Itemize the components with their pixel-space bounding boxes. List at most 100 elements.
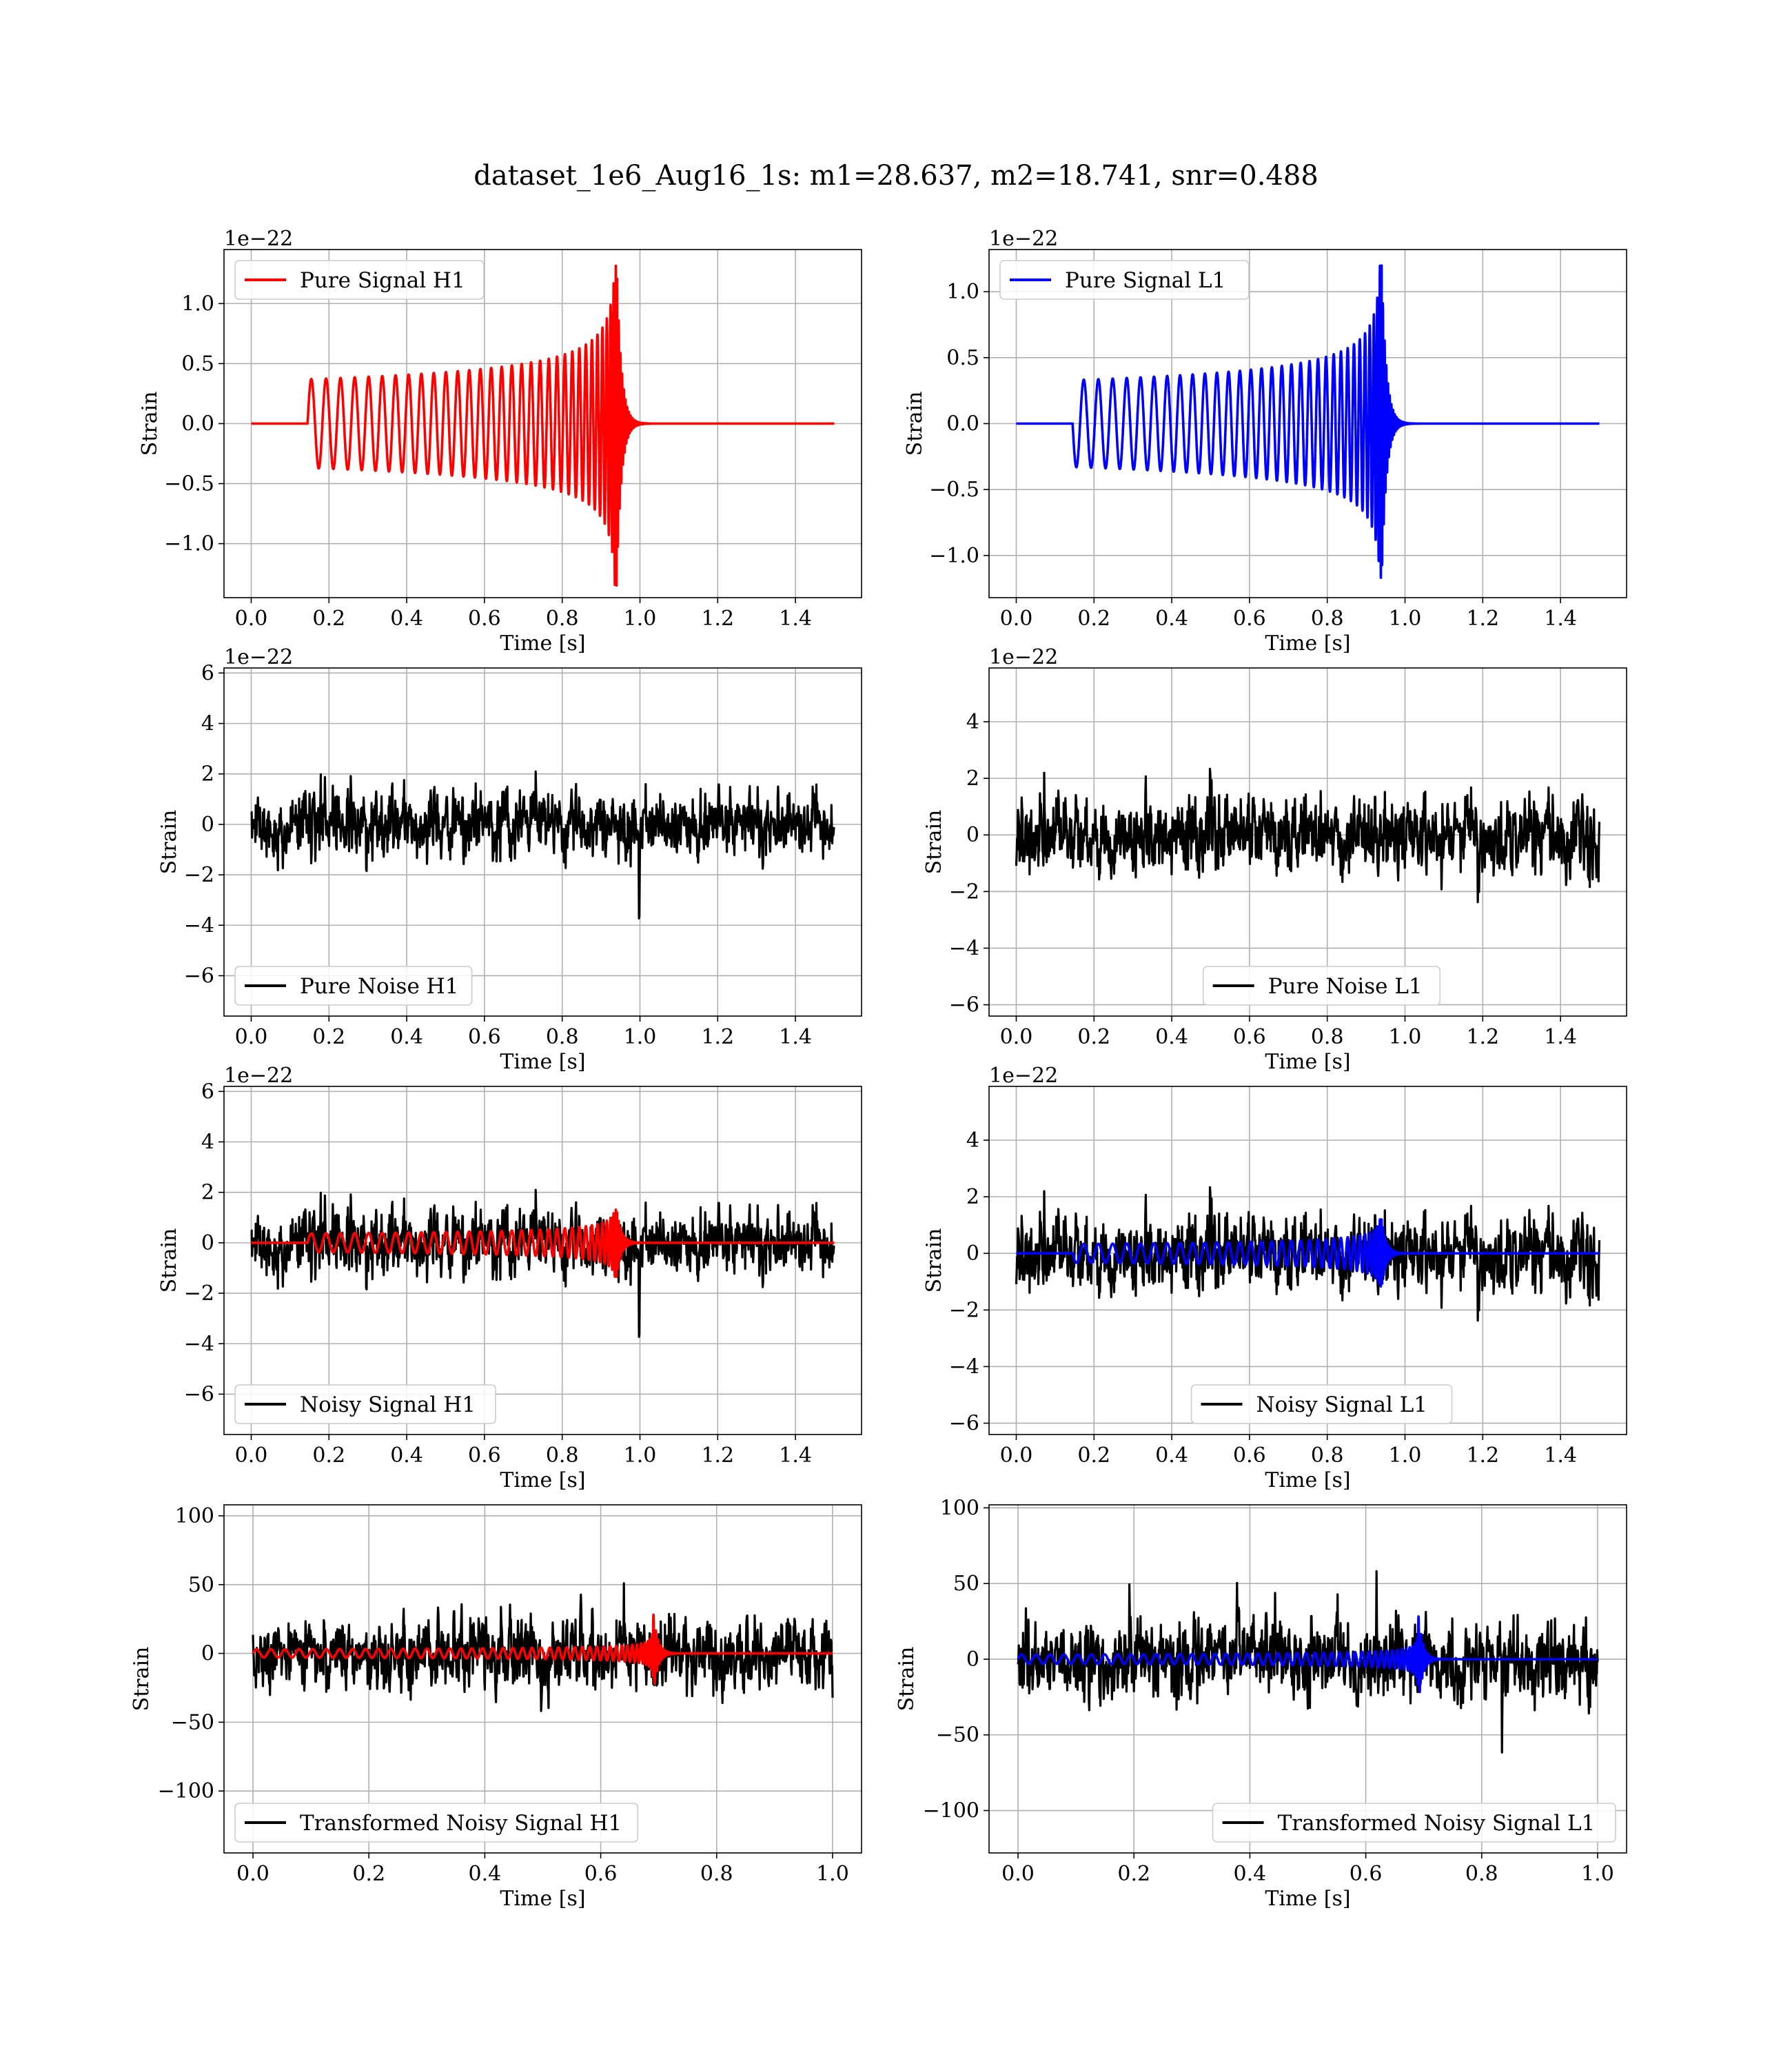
- legend-box: [999, 260, 1250, 300]
- x-tick-label: 1.0: [816, 1862, 849, 1886]
- y-tick-label: −1.0: [164, 532, 214, 556]
- y-tick-label: 0: [966, 1241, 979, 1266]
- y-tick-label: 0: [966, 823, 979, 847]
- series-group: [1015, 1186, 1601, 1322]
- x-tick-label: 0.0: [1000, 1025, 1033, 1049]
- y-tick-label: 100: [175, 1504, 214, 1528]
- x-tick-label: 0.0: [236, 1862, 269, 1886]
- x-tick-label: 0.2: [312, 1025, 345, 1049]
- subplot-transformed-noisy-signal-h1: 0.0 0.2 0.4 0.6 0.8 1.0 100 50 0 −50 −100 Time [s] S…: [130, 1504, 862, 1911]
- x-tick-label: 1.2: [1466, 1025, 1499, 1049]
- y-axis-label: Strain: [895, 1647, 919, 1712]
- series-group: [1015, 767, 1601, 904]
- y-tick-label: 50: [953, 1572, 979, 1596]
- y-tick-label: −100: [158, 1779, 214, 1803]
- legend-label: Pure Noise H1: [300, 974, 458, 999]
- y-axis-label: Strain: [157, 1228, 181, 1293]
- x-tick-label: 0.6: [584, 1862, 618, 1886]
- x-tick-label: 0.6: [1350, 1862, 1383, 1886]
- series-line-transformed-noisy-signal-h1: [252, 1582, 834, 1712]
- x-tick-label: 0.8: [1465, 1862, 1498, 1886]
- subplot-pure-signal-l1: 0.0 0.2 0.4 0.6 0.8 1.0 1.2 1.4 1.0 0.5 0.0 −0.5 −1.…: [903, 227, 1627, 656]
- y-tick-label: 0: [201, 1231, 214, 1255]
- offset-text: 1e−22: [989, 645, 1058, 669]
- x-tick-label: 0.6: [468, 1025, 501, 1049]
- y-tick-label: 2: [201, 762, 214, 787]
- x-tick-label: 0.4: [1234, 1862, 1267, 1886]
- y-tick-label: 6: [201, 661, 214, 685]
- axes-frame: [988, 1504, 1627, 1854]
- x-tick-label: 1.4: [1544, 1443, 1577, 1468]
- legend: Noisy Signal H1: [234, 1384, 496, 1424]
- y-tick-label: −2: [949, 880, 979, 904]
- y-tick-label: −6: [184, 1382, 214, 1406]
- series-group: [1017, 1570, 1599, 1754]
- axes-frame: [988, 667, 1627, 1017]
- series-line-transformed-signal-h1: [252, 1613, 834, 1685]
- x-tick-label: 0.4: [390, 607, 423, 631]
- offset-text: 1e−22: [989, 227, 1058, 251]
- subplot-noisy-signal-h1: 0.0 0.2 0.4 0.6 0.8 1.0 1.2 1.4 6 4 2 0 −2 −4 −6 Time […: [157, 1064, 862, 1492]
- x-tick-label: 0.2: [312, 1443, 345, 1468]
- legend-label: Pure Signal H1: [300, 268, 465, 293]
- y-axis-label: Strain: [157, 810, 181, 875]
- series-group: [250, 1188, 836, 1338]
- x-tick-label: 0.8: [546, 1025, 579, 1049]
- x-tick-label: 0.2: [1077, 1443, 1110, 1468]
- y-axis-label: Strain: [922, 810, 946, 875]
- y-tick-label: 2: [966, 1185, 979, 1209]
- x-tick-label: 0.6: [1233, 1025, 1266, 1049]
- axes-frame: [223, 1086, 862, 1435]
- y-tick-label: −0.5: [164, 472, 214, 496]
- y-tick-label: 4: [201, 712, 214, 736]
- legend-box: [234, 1803, 639, 1843]
- y-tick-label: 50: [188, 1573, 214, 1597]
- x-tick-label: 0.8: [700, 1862, 733, 1886]
- legend-label: Pure Noise L1: [1268, 974, 1423, 999]
- y-tick-label: −2: [184, 863, 214, 887]
- series-group: [250, 770, 835, 920]
- x-tick-label: 1.0: [1581, 1862, 1614, 1886]
- offset-text: 1e−22: [224, 227, 293, 251]
- y-tick-label: 0.5: [181, 352, 214, 376]
- y-axis-label: Strain: [138, 392, 162, 456]
- series-line-pure-noise-l1: [1015, 767, 1601, 904]
- series-line-transformed-noisy-signal-l1: [1017, 1570, 1599, 1754]
- y-tick-label: 0: [201, 1642, 214, 1666]
- subplot-transformed-noisy-signal-l1: 0.0 0.2 0.4 0.6 0.8 1.0 100 50 0 −50 −100 Time [s] S…: [895, 1496, 1627, 1911]
- y-tick-label: 0.0: [946, 412, 979, 436]
- legend-label: Pure Signal L1: [1065, 268, 1225, 293]
- x-tick-label: 0.2: [1077, 1025, 1110, 1049]
- y-tick-label: −50: [171, 1710, 214, 1734]
- grid-lines: [224, 1086, 862, 1435]
- x-tick-label: 0.0: [235, 607, 268, 631]
- y-axis-label: Strain: [922, 1228, 946, 1293]
- legend-label: Noisy Signal L1: [1256, 1392, 1428, 1417]
- subplot-pure-signal-h1: 0.0 0.2 0.4 0.6 0.8 1.0 1.2 1.4 1.0 0.5 0.0 −0.5 −1.…: [138, 227, 862, 656]
- legend-label: Transformed Noisy Signal L1: [1278, 1811, 1596, 1836]
- y-tick-label: 100: [940, 1496, 979, 1520]
- y-tick-label: −50: [936, 1723, 979, 1747]
- legend-box: [1212, 1803, 1616, 1843]
- x-tick-label: 0.2: [352, 1862, 385, 1886]
- x-tick-label: 1.2: [1466, 1443, 1499, 1468]
- legend: Pure Signal H1: [234, 260, 485, 300]
- y-tick-label: 0.0: [181, 412, 214, 436]
- y-tick-label: 1.0: [946, 280, 979, 304]
- legend: Transformed Noisy Signal L1: [1212, 1803, 1616, 1843]
- x-tick-label: 0.8: [546, 607, 579, 631]
- x-tick-label: 0.6: [1233, 1443, 1266, 1468]
- legend: Pure Noise L1: [1202, 966, 1441, 1006]
- x-tick-label: 0.2: [312, 607, 345, 631]
- y-tick-label: 1.0: [181, 292, 214, 316]
- series-line-pure-signal-l1: [1016, 1218, 1601, 1288]
- x-tick-label: 1.2: [1466, 607, 1499, 631]
- x-tick-label: 1.0: [624, 1025, 657, 1049]
- x-tick-label: 0.8: [1311, 1443, 1344, 1468]
- x-tick-label: 0.4: [390, 1025, 423, 1049]
- y-tick-label: 6: [201, 1079, 214, 1104]
- axes-frame: [988, 1086, 1627, 1435]
- y-tick-label: −6: [949, 993, 979, 1017]
- axes-frame: [223, 667, 862, 1017]
